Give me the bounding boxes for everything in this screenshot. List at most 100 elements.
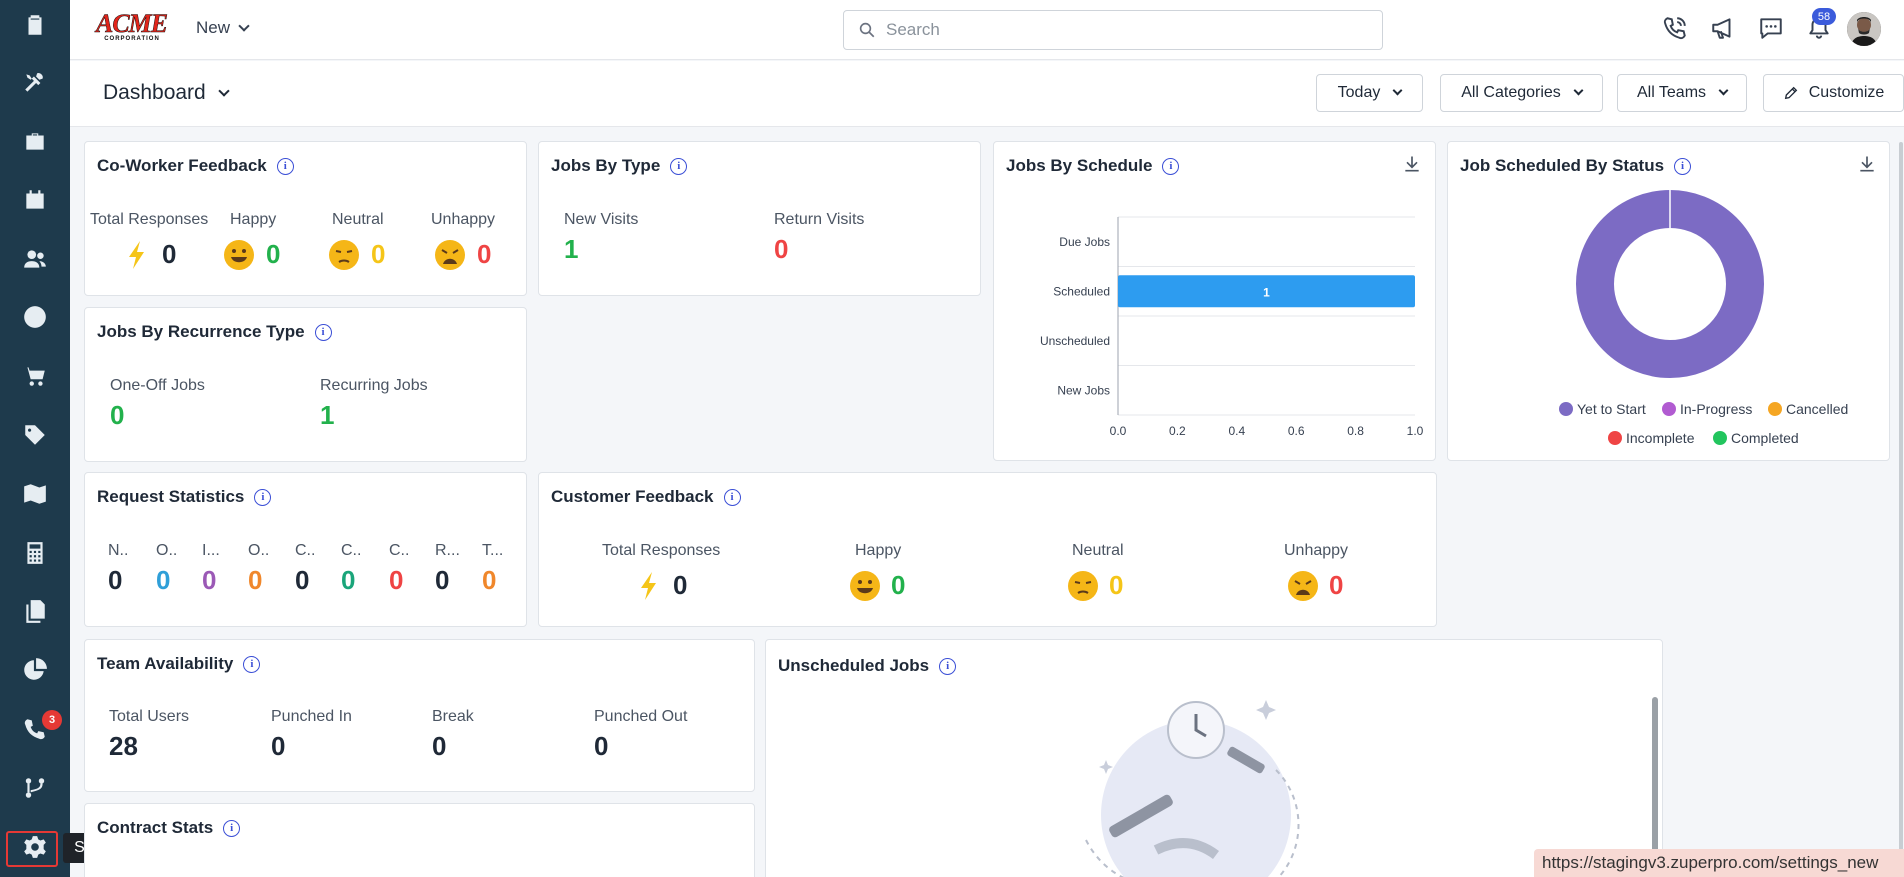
neutral-face-icon — [329, 240, 359, 270]
flow-icon[interactable] — [0, 763, 70, 813]
x-tick-label: 1.0 — [1407, 424, 1424, 438]
card-title: Jobs By Type — [551, 156, 661, 175]
total-responses-label: Total Responses — [602, 542, 721, 559]
recurring-label: Recurring Jobs — [320, 377, 428, 394]
card-title: Co-Worker Feedback — [97, 156, 267, 175]
documents-icon[interactable] — [0, 586, 70, 636]
card-title-row: Job Scheduled By Status i — [1460, 156, 1692, 176]
team-availability-card: Team Availability i Total Users 28 Punch… — [84, 639, 755, 792]
clipboard-icon[interactable] — [0, 0, 70, 50]
pie-chart-icon[interactable] — [0, 645, 70, 695]
cart-icon[interactable] — [0, 351, 70, 401]
unhappy-value: 0 — [1329, 570, 1344, 600]
calls-badge: 3 — [42, 710, 62, 730]
one-off-value: 0 — [110, 400, 125, 430]
jobs-by-schedule-card: Jobs By Schedule i Due Jobs Scheduled 1 Uns… — [993, 141, 1436, 461]
unhappy-label: Unhappy — [1284, 542, 1349, 559]
download-icon[interactable] — [1402, 154, 1422, 174]
category-filter-button[interactable]: All Categories — [1440, 74, 1603, 112]
clock-icon[interactable] — [0, 292, 70, 342]
scrollbar[interactable] — [1652, 697, 1658, 877]
legend-item-completed[interactable]: Completed — [1713, 430, 1799, 446]
one-off-label: One-Off Jobs — [110, 377, 205, 394]
team-filter-button[interactable]: All Teams — [1617, 74, 1747, 112]
calendar-icon[interactable] — [0, 175, 70, 225]
search-box[interactable] — [843, 10, 1383, 50]
happy-value: 0 — [266, 239, 281, 269]
megaphone-icon[interactable] — [1710, 15, 1738, 43]
unhappy-value: 0 — [477, 239, 492, 269]
info-icon[interactable]: i — [314, 323, 332, 341]
card-title: Team Availability — [97, 654, 234, 673]
unhappy-label: Unhappy — [431, 211, 496, 228]
request-stat-value: 0 — [156, 565, 171, 595]
happy-label: Happy — [230, 211, 277, 228]
page-scrollbar[interactable] — [1899, 142, 1903, 877]
info-icon[interactable]: i — [939, 657, 957, 675]
users-icon[interactable] — [0, 234, 70, 284]
request-stat-value: 0 — [295, 565, 310, 595]
card-title-row: Request Statistics i — [97, 487, 272, 507]
break-value: 0 — [432, 731, 447, 761]
map-icon[interactable] — [0, 469, 70, 519]
happy-face-icon — [850, 571, 880, 601]
info-icon[interactable]: i — [243, 655, 261, 673]
download-icon[interactable] — [1857, 154, 1877, 174]
dashboard-selector[interactable]: Dashboard — [103, 81, 230, 105]
calls-icon[interactable]: 3 — [0, 704, 70, 754]
info-icon[interactable]: i — [1162, 157, 1180, 175]
new-button-label: New — [196, 18, 231, 37]
request-stat-value: 0 — [389, 565, 404, 595]
tools-icon[interactable] — [0, 58, 70, 108]
punched-in-label: Punched In — [271, 708, 352, 725]
legend-item-incomplete[interactable]: Incomplete — [1608, 430, 1694, 446]
request-stat-label: N.. — [108, 542, 129, 559]
chevron-down-icon — [1573, 85, 1584, 96]
jobs-by-type-card: Jobs By Type i New Visits 1 Return Visit… — [538, 141, 981, 296]
info-icon[interactable]: i — [723, 488, 741, 506]
legend-item-yet-to-start[interactable]: Yet to Start — [1559, 401, 1646, 417]
legend-dot — [1768, 402, 1782, 416]
briefcase-icon[interactable] — [0, 117, 70, 167]
info-icon[interactable]: i — [276, 157, 294, 175]
x-tick-label: 0.0 — [1110, 424, 1127, 438]
tag-icon[interactable] — [0, 410, 70, 460]
jobs-by-recurrence-card: Jobs By Recurrence Type i One-Off Jobs 0… — [84, 307, 527, 462]
phone-icon[interactable] — [1662, 15, 1690, 43]
legend-item-in-progress[interactable]: In-Progress — [1662, 401, 1752, 417]
request-stat-label: C.. — [341, 542, 362, 559]
info-icon[interactable]: i — [670, 157, 688, 175]
avatar[interactable] — [1847, 12, 1881, 46]
new-button[interactable]: New — [196, 18, 250, 38]
total-users-value: 28 — [109, 731, 138, 761]
total-users-label: Total Users — [109, 708, 190, 725]
info-icon[interactable]: i — [223, 819, 241, 837]
job-status-donut-chart — [1576, 190, 1764, 378]
date-filter-label: Today — [1337, 84, 1381, 101]
date-filter-button[interactable]: Today — [1316, 74, 1423, 112]
gear-icon[interactable] — [0, 822, 70, 872]
jobs-by-schedule-chart: Due Jobs Scheduled 1 Unscheduled New Jobs 0.0… — [1040, 216, 1424, 438]
request-stat-label: O.. — [156, 542, 178, 559]
calculator-icon[interactable] — [0, 528, 70, 578]
request-stat-label: O.. — [248, 542, 270, 559]
top-bar: ACME CORPORATION New 58 — [70, 0, 1904, 60]
happy-value: 0 — [891, 570, 906, 600]
info-icon[interactable]: i — [1674, 157, 1692, 175]
pencil-icon — [1784, 86, 1797, 100]
punched-out-label: Punched Out — [594, 708, 688, 725]
info-icon[interactable]: i — [254, 488, 272, 506]
return-visits-value: 0 — [774, 234, 789, 264]
search-input[interactable] — [886, 20, 1366, 40]
y-tick-label: Unscheduled — [1040, 334, 1110, 348]
chevron-down-icon — [238, 19, 250, 32]
customize-button[interactable]: Customize — [1763, 74, 1904, 112]
y-tick-label: New Jobs — [1057, 383, 1110, 397]
legend-label: Cancelled — [1786, 401, 1849, 417]
recurring-value: 1 — [320, 400, 335, 430]
card-title-row: Jobs By Schedule i — [1006, 156, 1180, 176]
acme-logo[interactable]: ACME CORPORATION — [96, 10, 172, 44]
chat-icon[interactable] — [1758, 15, 1786, 43]
request-stat-label: R... — [435, 542, 460, 559]
legend-item-cancelled[interactable]: Cancelled — [1768, 401, 1848, 417]
